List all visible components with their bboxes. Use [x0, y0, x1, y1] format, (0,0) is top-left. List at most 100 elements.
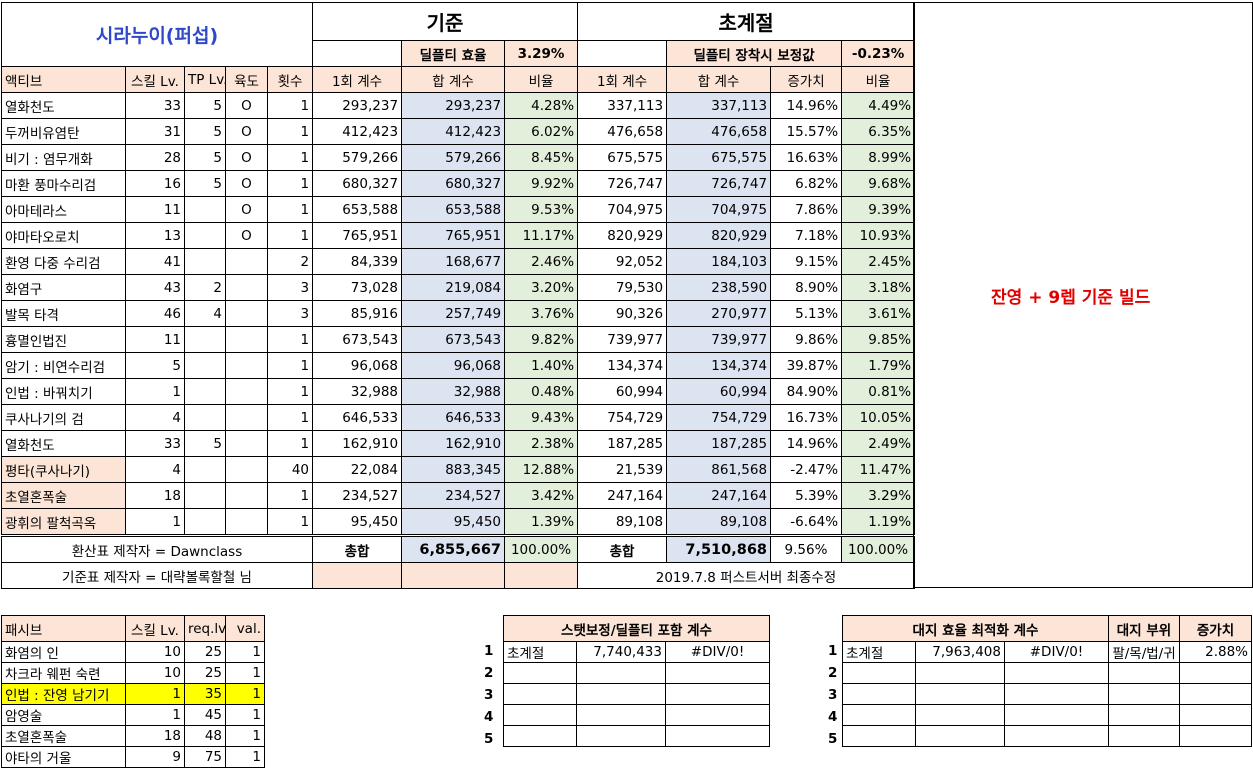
hit-count: 1	[266, 352, 314, 379]
chogye-increase: -6.64%	[770, 508, 843, 535]
base-single-coef: 95,450	[312, 508, 403, 535]
base-ratio: 0.48%	[504, 378, 579, 405]
chogye-sum-coef: 89,108	[666, 508, 772, 535]
hit-count: 1	[266, 92, 314, 119]
skill-name: 열화천도	[1, 430, 126, 457]
column-header: 합 계수	[401, 66, 506, 93]
chogye-sum-coef: 134,374	[666, 352, 772, 379]
chogye-single-coef: 704,975	[577, 196, 668, 223]
daeji-table-header: 대지 효율 최적화 계수	[842, 615, 1109, 642]
base-sum-coef: 32,988	[401, 378, 506, 405]
skill-name: 화염구	[1, 274, 126, 301]
stat-cell	[503, 662, 577, 684]
chogye-increase: 9.15%	[770, 248, 843, 275]
stat-cell: 초계절	[503, 641, 577, 663]
base-single-coef: 293,237	[312, 92, 403, 119]
daeji-cell	[1004, 662, 1109, 684]
passive-row: 초열혼폭술 18 48 1	[1, 725, 265, 747]
passive-req-level: 45	[184, 704, 226, 726]
tp-level	[184, 196, 226, 223]
stat-cell	[576, 683, 666, 705]
hit-count: 1	[266, 404, 314, 431]
chogye-single-coef: 754,729	[577, 404, 668, 431]
row-number: 4	[828, 709, 838, 725]
daeji-cell	[915, 683, 1005, 705]
daeji-cell	[842, 662, 916, 684]
base-ratio: 12.88%	[504, 456, 579, 483]
chogye-increase: 15.57%	[770, 118, 843, 145]
column-header: 1회 계수	[577, 66, 668, 93]
hit-count: 1	[266, 482, 314, 509]
daeji-cell: #DIV/0!	[1004, 641, 1109, 663]
passive-name: 차크라 웨펀 숙련	[1, 662, 126, 684]
chogye-increase: 14.96%	[770, 92, 843, 119]
stat-cell	[664, 725, 771, 747]
passive-name: 화염의 인	[1, 641, 126, 663]
base-header: 기준	[312, 2, 579, 41]
chogye-single-coef: 675,575	[577, 144, 668, 171]
passive-table: 패시브 스킬 Lv. req.lv val. 화염의 인 10 25 1 차크라 웨펀 숙련 1…	[1, 615, 265, 768]
base-sum-coef: 293,237	[401, 92, 506, 119]
passive-req-level: 25	[184, 641, 226, 663]
chogye-single-coef: 89,108	[577, 508, 668, 535]
skill-name: 흉멸인법진	[1, 326, 126, 353]
skill-level: 5	[125, 352, 185, 379]
passive-value: 1	[225, 725, 265, 747]
passive-name: 초열혼폭술	[1, 725, 126, 747]
stat-cell: #DIV/0!	[664, 641, 771, 663]
yukdo-mark	[225, 274, 268, 301]
passive-value: 1	[225, 662, 265, 684]
chogye-single-coef: 79,530	[577, 274, 668, 301]
total-chogye: 7,510,868	[666, 536, 771, 563]
skill-level: 33	[125, 92, 185, 119]
skill-name: 평타(쿠사나기)	[1, 456, 126, 483]
base-sum-coef: 680,327	[401, 170, 506, 197]
daeji-cell	[1179, 704, 1252, 726]
passive-row: 화염의 인 10 25 1	[1, 641, 265, 663]
skill-level: 11	[125, 326, 185, 353]
chogye-single-coef: 60,994	[577, 378, 668, 405]
chogye-single-coef: 90,326	[577, 300, 668, 327]
stat-cell	[576, 662, 666, 684]
chogye-increase: 5.39%	[770, 482, 843, 509]
passive-value: 1	[225, 683, 265, 705]
skill-level: 11	[125, 196, 185, 223]
tp-level	[184, 222, 226, 249]
daeji-row	[842, 683, 1252, 705]
chogye-ratio: 10.05%	[841, 404, 916, 431]
hit-count: 1	[266, 508, 314, 535]
stat-cell	[503, 725, 577, 747]
hit-count: 1	[266, 170, 314, 197]
yukdo-mark	[225, 326, 268, 353]
skill-name: 환영 다중 수리검	[1, 248, 126, 275]
skill-row: 광휘의 팔척곡옥 1 1 95,450 95,450 1.39% 89,108 89,108-…	[1, 508, 916, 535]
blank-cell	[312, 562, 402, 589]
chogye-ratio: 1.79%	[841, 352, 916, 379]
passive-req-level: 25	[184, 662, 226, 684]
skill-name: 광휘의 팔척곡옥	[1, 508, 126, 535]
chogye-sum-coef: 861,568	[666, 456, 772, 483]
chogye-increase: 5.13%	[770, 300, 843, 327]
column-header: 합 계수	[666, 66, 772, 93]
yukdo-mark	[225, 508, 268, 535]
passive-column-header: val.	[225, 615, 265, 642]
base-single-coef: 73,028	[312, 274, 403, 301]
base-ratio: 3.76%	[504, 300, 579, 327]
passive-level: 10	[125, 641, 185, 663]
credit-base: 기준표 제작자 = 대략볼록할철 님	[1, 562, 313, 589]
passive-name: 야타의 거울	[1, 746, 126, 768]
chogye-single-coef: 187,285	[577, 430, 668, 457]
chogye-ratio: 3.29%	[841, 482, 916, 509]
chogye-increase: 6.82%	[770, 170, 843, 197]
passive-value: 1	[225, 704, 265, 726]
base-sum-coef: 883,345	[401, 456, 506, 483]
row-number: 2	[828, 665, 838, 681]
base-single-coef: 234,527	[312, 482, 403, 509]
chogye-sum-coef: 726,747	[666, 170, 772, 197]
passive-level: 1	[125, 683, 185, 705]
daeji-cell	[1108, 704, 1180, 726]
base-sum-coef: 579,266	[401, 144, 506, 171]
chogye-sum-coef: 270,977	[666, 300, 772, 327]
tp-level: 5	[184, 92, 226, 119]
chogye-sum-coef: 238,590	[666, 274, 772, 301]
